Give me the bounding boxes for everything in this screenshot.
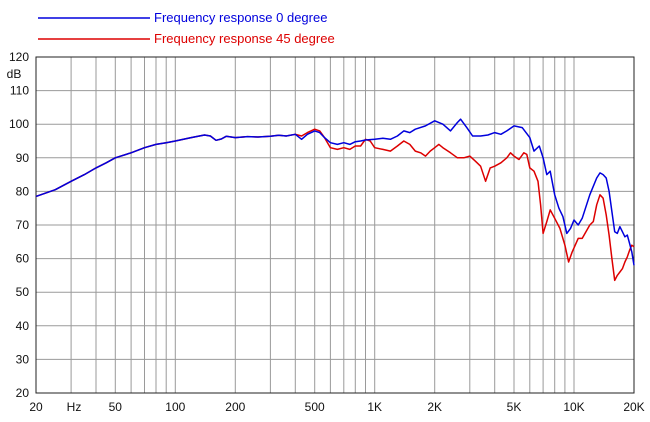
- y-tick-label: 110: [10, 84, 29, 98]
- x-tick-label: 500: [305, 400, 325, 414]
- legend-label-1: Frequency response 45 degree: [154, 31, 335, 46]
- plot-border: [35, 56, 635, 394]
- y-tick-label: 30: [16, 352, 30, 366]
- y-tick-label: 90: [16, 151, 30, 165]
- x-tick-label: 2K: [427, 400, 442, 414]
- x-tick-label: 20: [29, 400, 43, 414]
- legend-label-0: Frequency response 0 degree: [154, 10, 327, 25]
- grid-lines: [36, 57, 634, 393]
- y-tick-label: 20: [16, 386, 30, 400]
- x-tick-label: 200: [225, 400, 245, 414]
- series-line-0: [35, 118, 635, 266]
- y-tick-label: 70: [16, 218, 30, 232]
- x-axis-label: Hz: [67, 400, 82, 414]
- x-tick-label: 100: [165, 400, 185, 414]
- legend: Frequency response 0 degree Frequency res…: [38, 10, 335, 46]
- y-tick-label: 60: [16, 252, 30, 266]
- x-tick-label: 1K: [367, 400, 382, 414]
- y-axis-ticks: 120 110 100 90 80 70 60 50 40 30 20: [9, 50, 29, 400]
- x-tick-label: 50: [109, 400, 123, 414]
- y-tick-label: 100: [9, 117, 29, 131]
- y-tick-label: 40: [16, 319, 30, 333]
- x-tick-label: 10K: [563, 400, 584, 414]
- y-tick-label: 120: [9, 50, 29, 64]
- series-lines: [35, 118, 635, 282]
- x-tick-label: 20K: [623, 400, 644, 414]
- y-axis-label: dB: [7, 67, 22, 81]
- y-tick-label: 80: [16, 184, 30, 198]
- x-axis-ticks: 20 50 100 200 500 1K 2K 5K 10K 20K: [29, 400, 644, 414]
- y-tick-label: 50: [16, 285, 30, 299]
- x-tick-label: 5K: [507, 400, 522, 414]
